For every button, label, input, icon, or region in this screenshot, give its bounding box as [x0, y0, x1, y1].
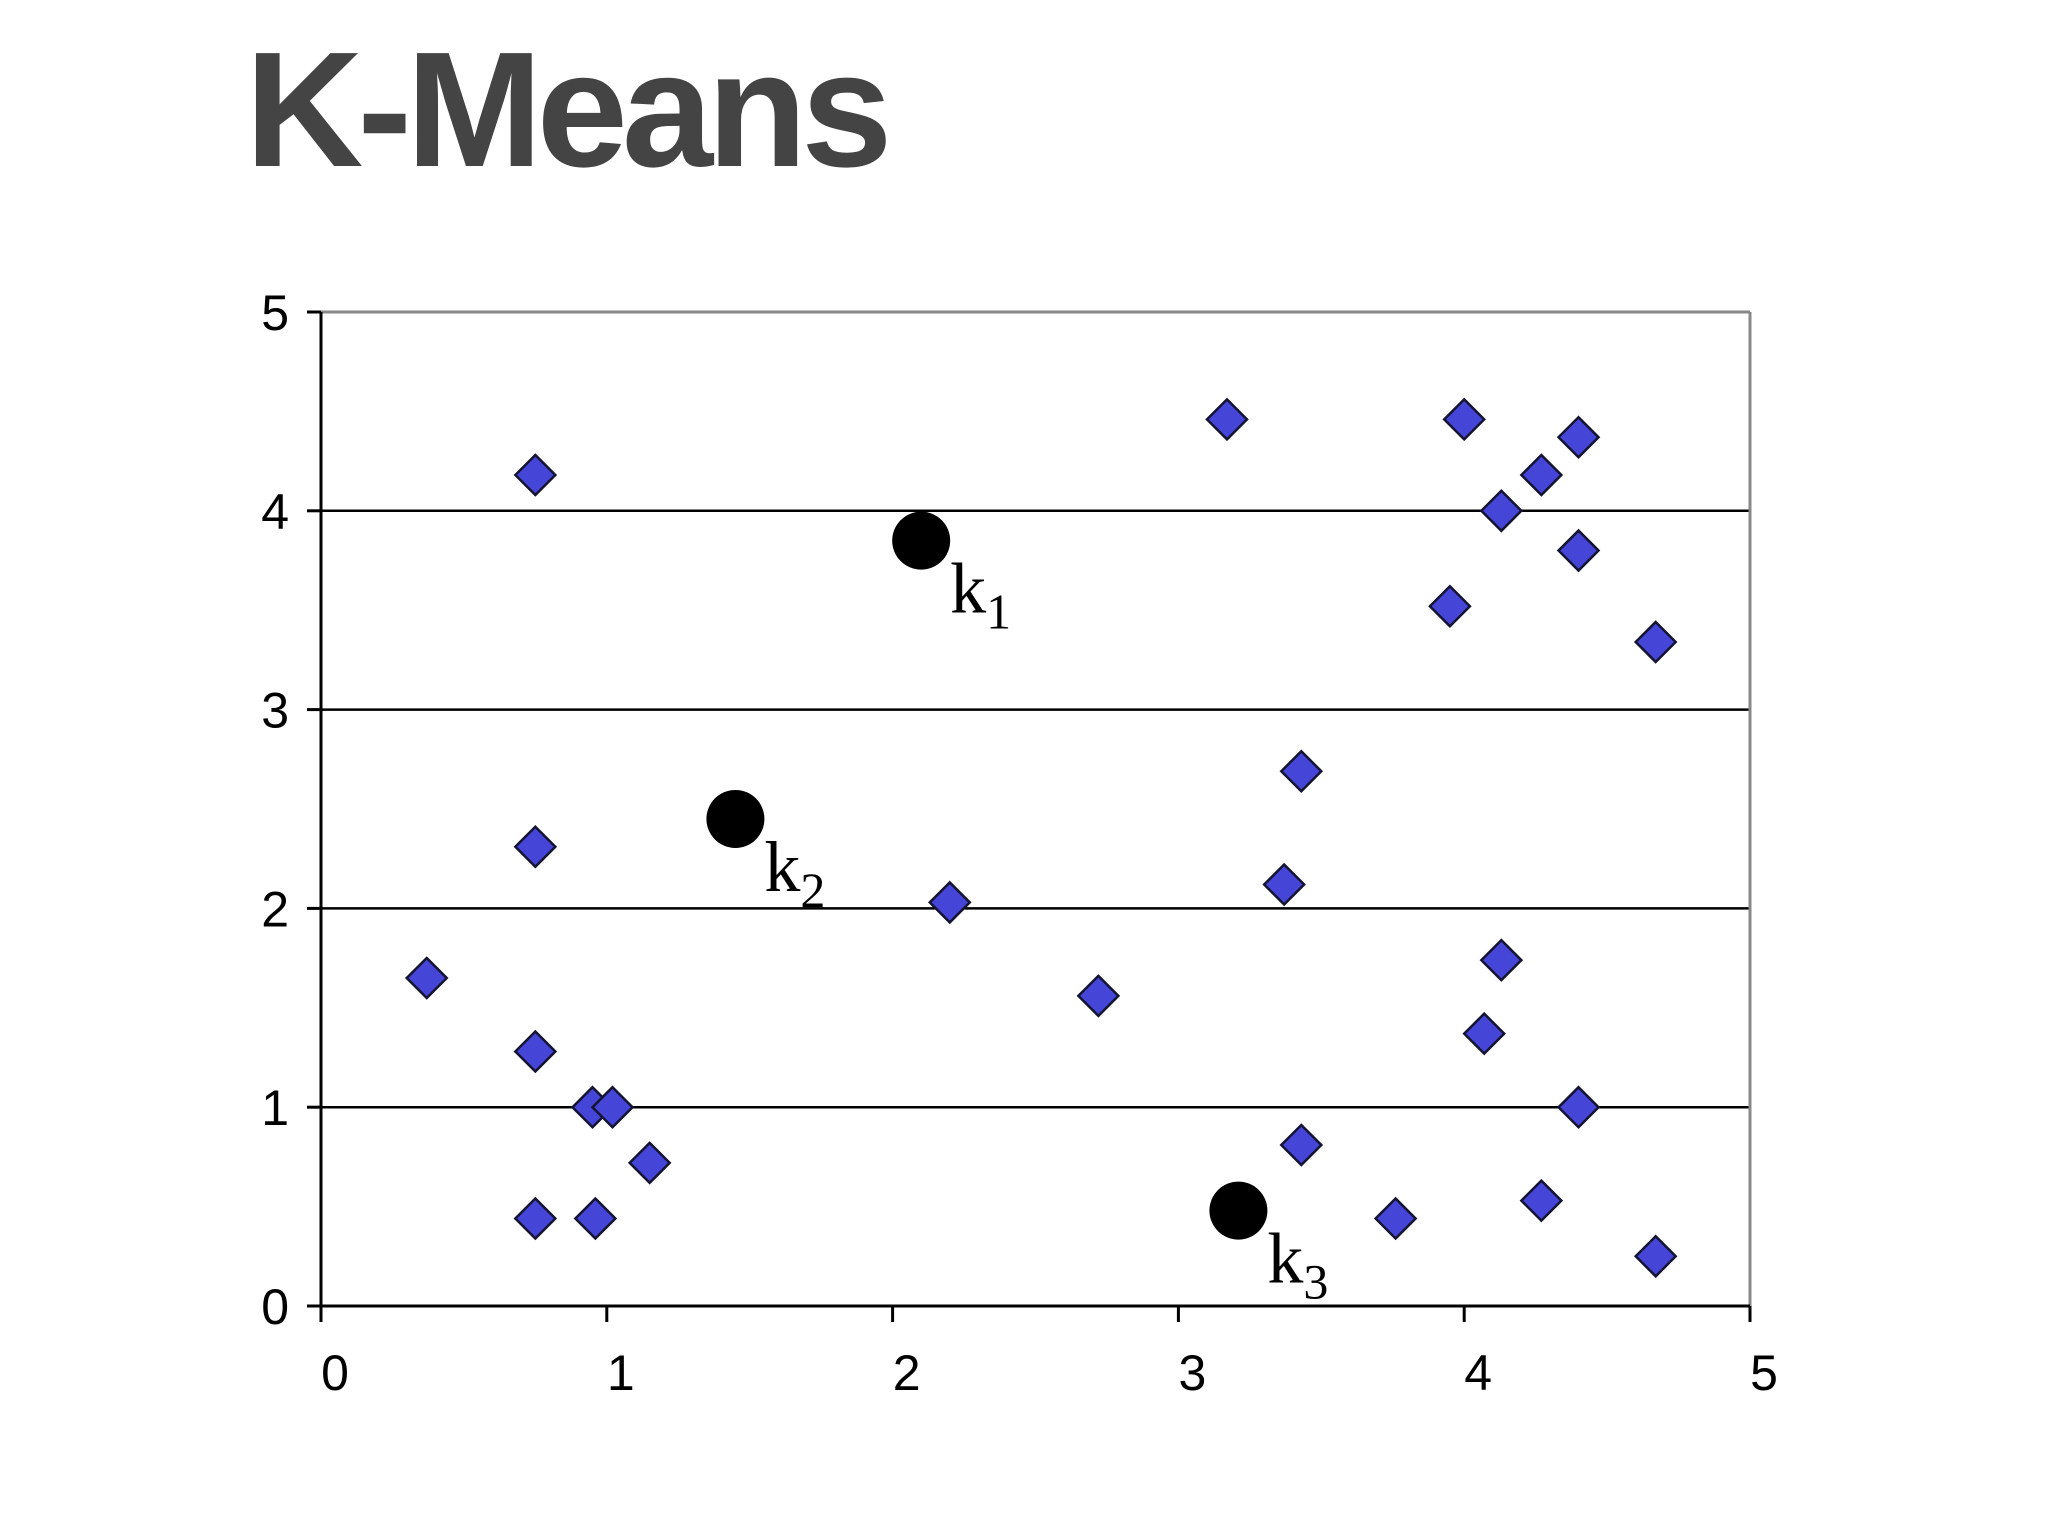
centroid-label-1: k1: [950, 549, 1011, 640]
data-point: [1633, 1234, 1678, 1279]
data-point: [513, 1196, 558, 1241]
y-tick-label-2: 2: [261, 881, 289, 937]
data-point: [627, 1141, 672, 1185]
data-point: [1633, 620, 1678, 664]
y-tick-label-3: 3: [261, 683, 289, 739]
y-tick-label-4: 4: [261, 484, 289, 540]
data-point: [1279, 749, 1324, 793]
centroid-label-3: k3: [1267, 1219, 1328, 1310]
data-points: [404, 397, 1678, 1279]
data-point: [1462, 1011, 1506, 1056]
centroid-marker-1: [892, 511, 951, 570]
y-tick-label-5: 5: [261, 285, 289, 341]
data-point: [1479, 938, 1524, 982]
data-point: [404, 956, 449, 1000]
data-point: [573, 1196, 618, 1241]
data-point: [1205, 397, 1249, 442]
data-point: [927, 880, 972, 925]
data-point: [1262, 862, 1306, 907]
data-point: [1556, 528, 1601, 573]
axes: [307, 310, 1752, 1322]
x-tick-label-5: 5: [1750, 1345, 1778, 1401]
data-point: [1076, 974, 1121, 1018]
centroid-marker-2: [706, 789, 765, 848]
data-point: [1519, 1178, 1564, 1223]
data-point: [1373, 1196, 1418, 1241]
data-point: [1279, 1123, 1324, 1167]
data-point: [513, 453, 558, 497]
data-point: [513, 1029, 558, 1074]
data-point: [1519, 453, 1564, 497]
y-tick-label-0: 0: [261, 1279, 289, 1335]
x-tick-label-0: 0: [321, 1345, 349, 1401]
x-tick-label-3: 3: [1178, 1345, 1206, 1401]
grid-lines: [321, 509, 1750, 1109]
y-tick-label-1: 1: [261, 1080, 289, 1136]
data-point: [1442, 397, 1486, 442]
x-tick-label-4: 4: [1464, 1345, 1492, 1401]
data-point: [1556, 1085, 1601, 1129]
tick-labels: 0 1 2 3 4 5 0 1 2 3 4 5: [261, 285, 1778, 1401]
centroids: k1 k2 k3: [706, 511, 1328, 1310]
data-point: [590, 1085, 635, 1129]
centroid-marker-3: [1209, 1181, 1268, 1240]
data-point: [1479, 489, 1524, 533]
slide-title: K-Means: [245, 18, 892, 201]
data-point: [513, 825, 558, 869]
x-tick-label-2: 2: [893, 1345, 921, 1401]
x-tick-label-1: 1: [607, 1345, 635, 1401]
data-point: [1428, 584, 1472, 628]
centroid-label-2: k2: [764, 827, 825, 918]
data-point: [1556, 415, 1601, 460]
